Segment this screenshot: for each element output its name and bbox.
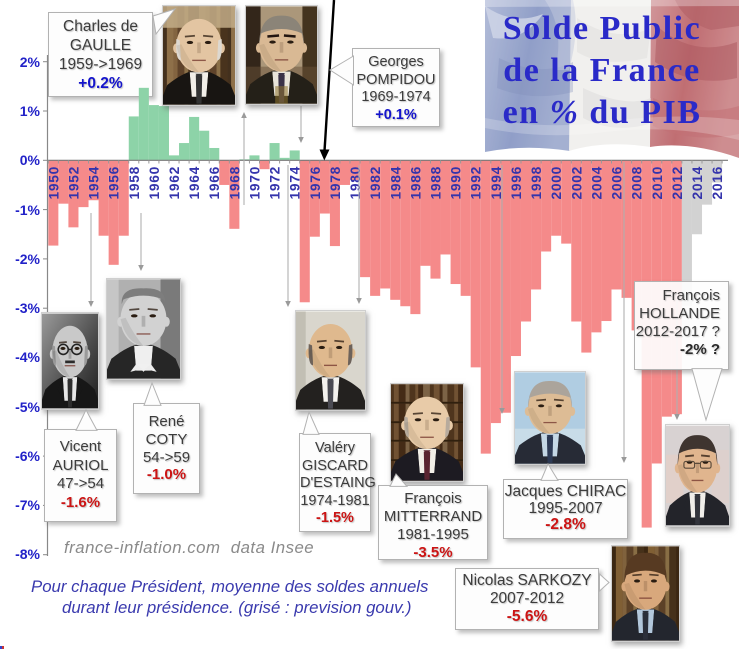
svg-text:1984: 1984 [388, 166, 403, 200]
svg-text:1978: 1978 [328, 166, 343, 200]
svg-text:2016: 2016 [710, 166, 725, 200]
svg-text:1964: 1964 [187, 166, 202, 200]
svg-text:2008: 2008 [630, 166, 645, 200]
svg-text:1980: 1980 [348, 166, 363, 200]
svg-text:2010: 2010 [650, 166, 665, 200]
svg-text:1970: 1970 [247, 166, 262, 200]
svg-text:1996: 1996 [509, 166, 524, 200]
svg-text:1954: 1954 [87, 166, 102, 200]
svg-text:1962: 1962 [167, 166, 182, 200]
svg-text:1972: 1972 [268, 166, 283, 200]
svg-text:1990: 1990 [449, 166, 464, 200]
svg-text:1950: 1950 [46, 166, 61, 200]
svg-text:2000: 2000 [549, 166, 564, 200]
svg-text:1960: 1960 [147, 166, 162, 200]
svg-text:2004: 2004 [589, 166, 604, 200]
svg-text:1956: 1956 [107, 166, 122, 200]
svg-text:1998: 1998 [529, 166, 544, 200]
svg-text:1968: 1968 [227, 166, 242, 200]
svg-text:1974: 1974 [288, 166, 303, 200]
svg-text:1992: 1992 [469, 166, 484, 200]
svg-text:1966: 1966 [207, 166, 222, 200]
svg-text:2014: 2014 [690, 166, 705, 200]
svg-text:1952: 1952 [66, 166, 81, 200]
svg-text:1994: 1994 [489, 166, 504, 200]
svg-text:1986: 1986 [408, 166, 423, 200]
svg-text:2012: 2012 [670, 166, 685, 200]
svg-text:2006: 2006 [610, 166, 625, 200]
svg-text:2002: 2002 [569, 166, 584, 200]
svg-text:1958: 1958 [127, 166, 142, 200]
svg-text:1976: 1976 [308, 166, 323, 200]
svg-text:1982: 1982 [368, 166, 383, 200]
svg-text:1988: 1988 [428, 166, 443, 200]
